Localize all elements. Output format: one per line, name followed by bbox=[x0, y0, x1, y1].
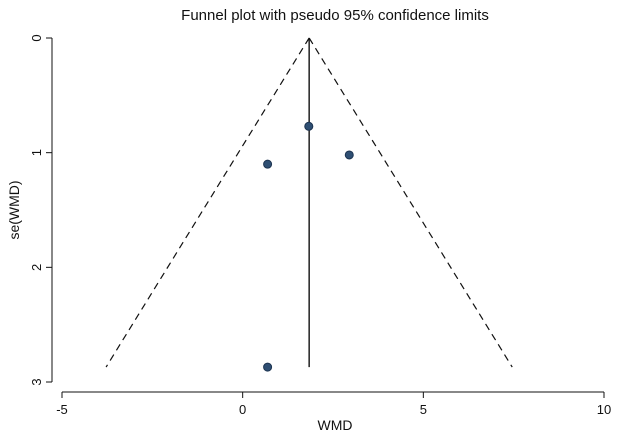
y-axis-label: se(WMD) bbox=[6, 180, 22, 239]
lower-confidence-limit-line bbox=[105, 37, 310, 368]
study-point bbox=[344, 150, 354, 160]
y-tick-label: 0 bbox=[29, 34, 44, 41]
y-tick-label: 1 bbox=[29, 149, 44, 156]
y-tick-label: 2 bbox=[29, 264, 44, 271]
upper-confidence-limit-line bbox=[308, 37, 513, 368]
x-tick-label: 10 bbox=[597, 402, 611, 417]
x-axis-label: WMD bbox=[318, 417, 353, 433]
study-point bbox=[263, 159, 273, 169]
plot-area: -5 0 5 10 0 1 2 3 bbox=[29, 34, 611, 417]
chart-title: Funnel plot with pseudo 95% confidence l… bbox=[181, 7, 489, 24]
x-tick-label: 5 bbox=[420, 402, 427, 417]
study-point bbox=[304, 121, 314, 131]
y-tick-label: 3 bbox=[29, 378, 44, 385]
x-tick-label: 0 bbox=[239, 402, 246, 417]
x-tick-label: -5 bbox=[56, 402, 68, 417]
study-point bbox=[263, 362, 273, 372]
